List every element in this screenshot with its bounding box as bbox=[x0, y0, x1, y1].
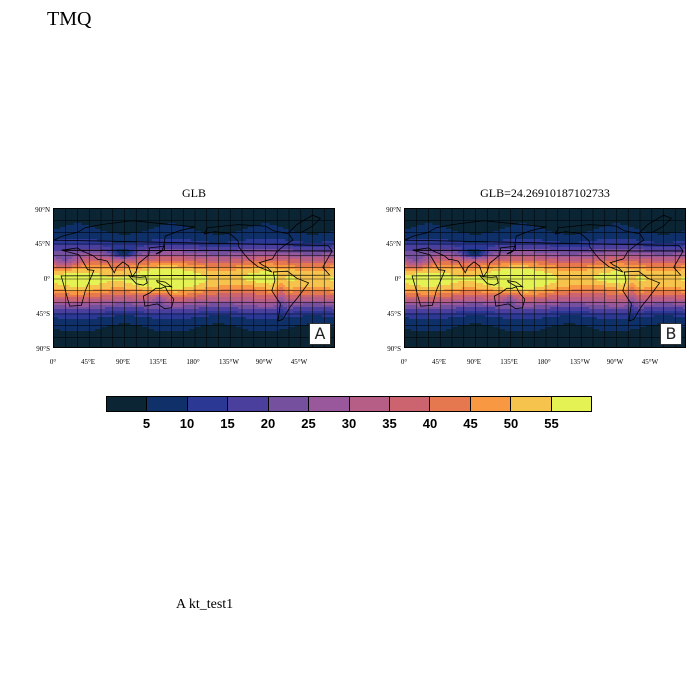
map-coastlines bbox=[405, 214, 684, 322]
colorbar-swatch bbox=[107, 397, 148, 411]
colorbar-tick-label: 10 bbox=[172, 416, 202, 431]
colorbar-swatch bbox=[430, 397, 471, 411]
lat-label-0: 0° bbox=[361, 275, 401, 283]
panel-b-tag: B bbox=[660, 323, 682, 345]
lat-label-45s: 45°S bbox=[361, 310, 401, 318]
colorbar-swatch bbox=[228, 397, 269, 411]
lon-label-90w: 90°W bbox=[246, 358, 282, 366]
map-gridlines bbox=[54, 209, 334, 347]
panel-b-map bbox=[404, 208, 686, 348]
colorbar-tick-label: 25 bbox=[294, 416, 324, 431]
lon-label-180: 180° bbox=[175, 358, 211, 366]
colorbar-tick-label: 45 bbox=[456, 416, 486, 431]
colorbar-tick-label: 40 bbox=[415, 416, 445, 431]
footnote: A kt_test1 bbox=[176, 597, 233, 613]
colorbar-swatch bbox=[551, 397, 592, 411]
colorbar bbox=[106, 396, 592, 412]
lon-label-45e: 45°E bbox=[421, 358, 457, 366]
colorbar-swatch bbox=[349, 397, 390, 411]
lon-label-135w: 135°W bbox=[562, 358, 598, 366]
map-gridlines bbox=[405, 209, 685, 347]
main-title: TMQ bbox=[47, 8, 91, 31]
lon-label-180: 180° bbox=[526, 358, 562, 366]
panel-a-map bbox=[53, 208, 335, 348]
lat-label-90n: 90°N bbox=[10, 206, 50, 214]
lon-label-90e: 90°E bbox=[105, 358, 141, 366]
panel-b-title: GLB=24.26910187102733 bbox=[404, 186, 686, 201]
lon-label-45w: 45°W bbox=[281, 358, 317, 366]
colorbar-swatch bbox=[309, 397, 350, 411]
lon-label-135e: 135°E bbox=[140, 358, 176, 366]
colorbar-swatch bbox=[147, 397, 188, 411]
lon-label-45w: 45°W bbox=[632, 358, 668, 366]
lon-label-90w: 90°W bbox=[597, 358, 633, 366]
colorbar-tick-label: 20 bbox=[253, 416, 283, 431]
colorbar-swatch bbox=[511, 397, 552, 411]
colorbar-swatch bbox=[470, 397, 512, 411]
map-coastlines bbox=[54, 214, 333, 322]
lat-label-90s: 90°S bbox=[10, 345, 50, 353]
colorbar-tick-label: 55 bbox=[537, 416, 567, 431]
colorbar-tick-label: 15 bbox=[213, 416, 243, 431]
lat-label-90n: 90°N bbox=[361, 206, 401, 214]
lon-label-0: 0° bbox=[35, 358, 71, 366]
map-field bbox=[54, 209, 334, 347]
colorbar-swatch bbox=[187, 397, 229, 411]
map-field bbox=[405, 209, 685, 347]
lat-label-90s: 90°S bbox=[361, 345, 401, 353]
panel-a-tag: A bbox=[309, 323, 331, 345]
lat-label-45n: 45°N bbox=[361, 240, 401, 248]
colorbar-swatch bbox=[268, 397, 310, 411]
lat-label-45n: 45°N bbox=[10, 240, 50, 248]
lon-label-45e: 45°E bbox=[70, 358, 106, 366]
lon-label-90e: 90°E bbox=[456, 358, 492, 366]
colorbar-tick-label: 50 bbox=[496, 416, 526, 431]
lat-label-0: 0° bbox=[10, 275, 50, 283]
lon-label-0: 0° bbox=[386, 358, 422, 366]
panel-a-title: GLB bbox=[53, 186, 335, 201]
lon-label-135e: 135°E bbox=[491, 358, 527, 366]
lon-label-135w: 135°W bbox=[211, 358, 247, 366]
colorbar-tick-label: 30 bbox=[334, 416, 364, 431]
colorbar-tick-label: 35 bbox=[375, 416, 405, 431]
colorbar-swatch bbox=[389, 397, 431, 411]
colorbar-tick-label: 5 bbox=[132, 416, 162, 431]
lat-label-45s: 45°S bbox=[10, 310, 50, 318]
